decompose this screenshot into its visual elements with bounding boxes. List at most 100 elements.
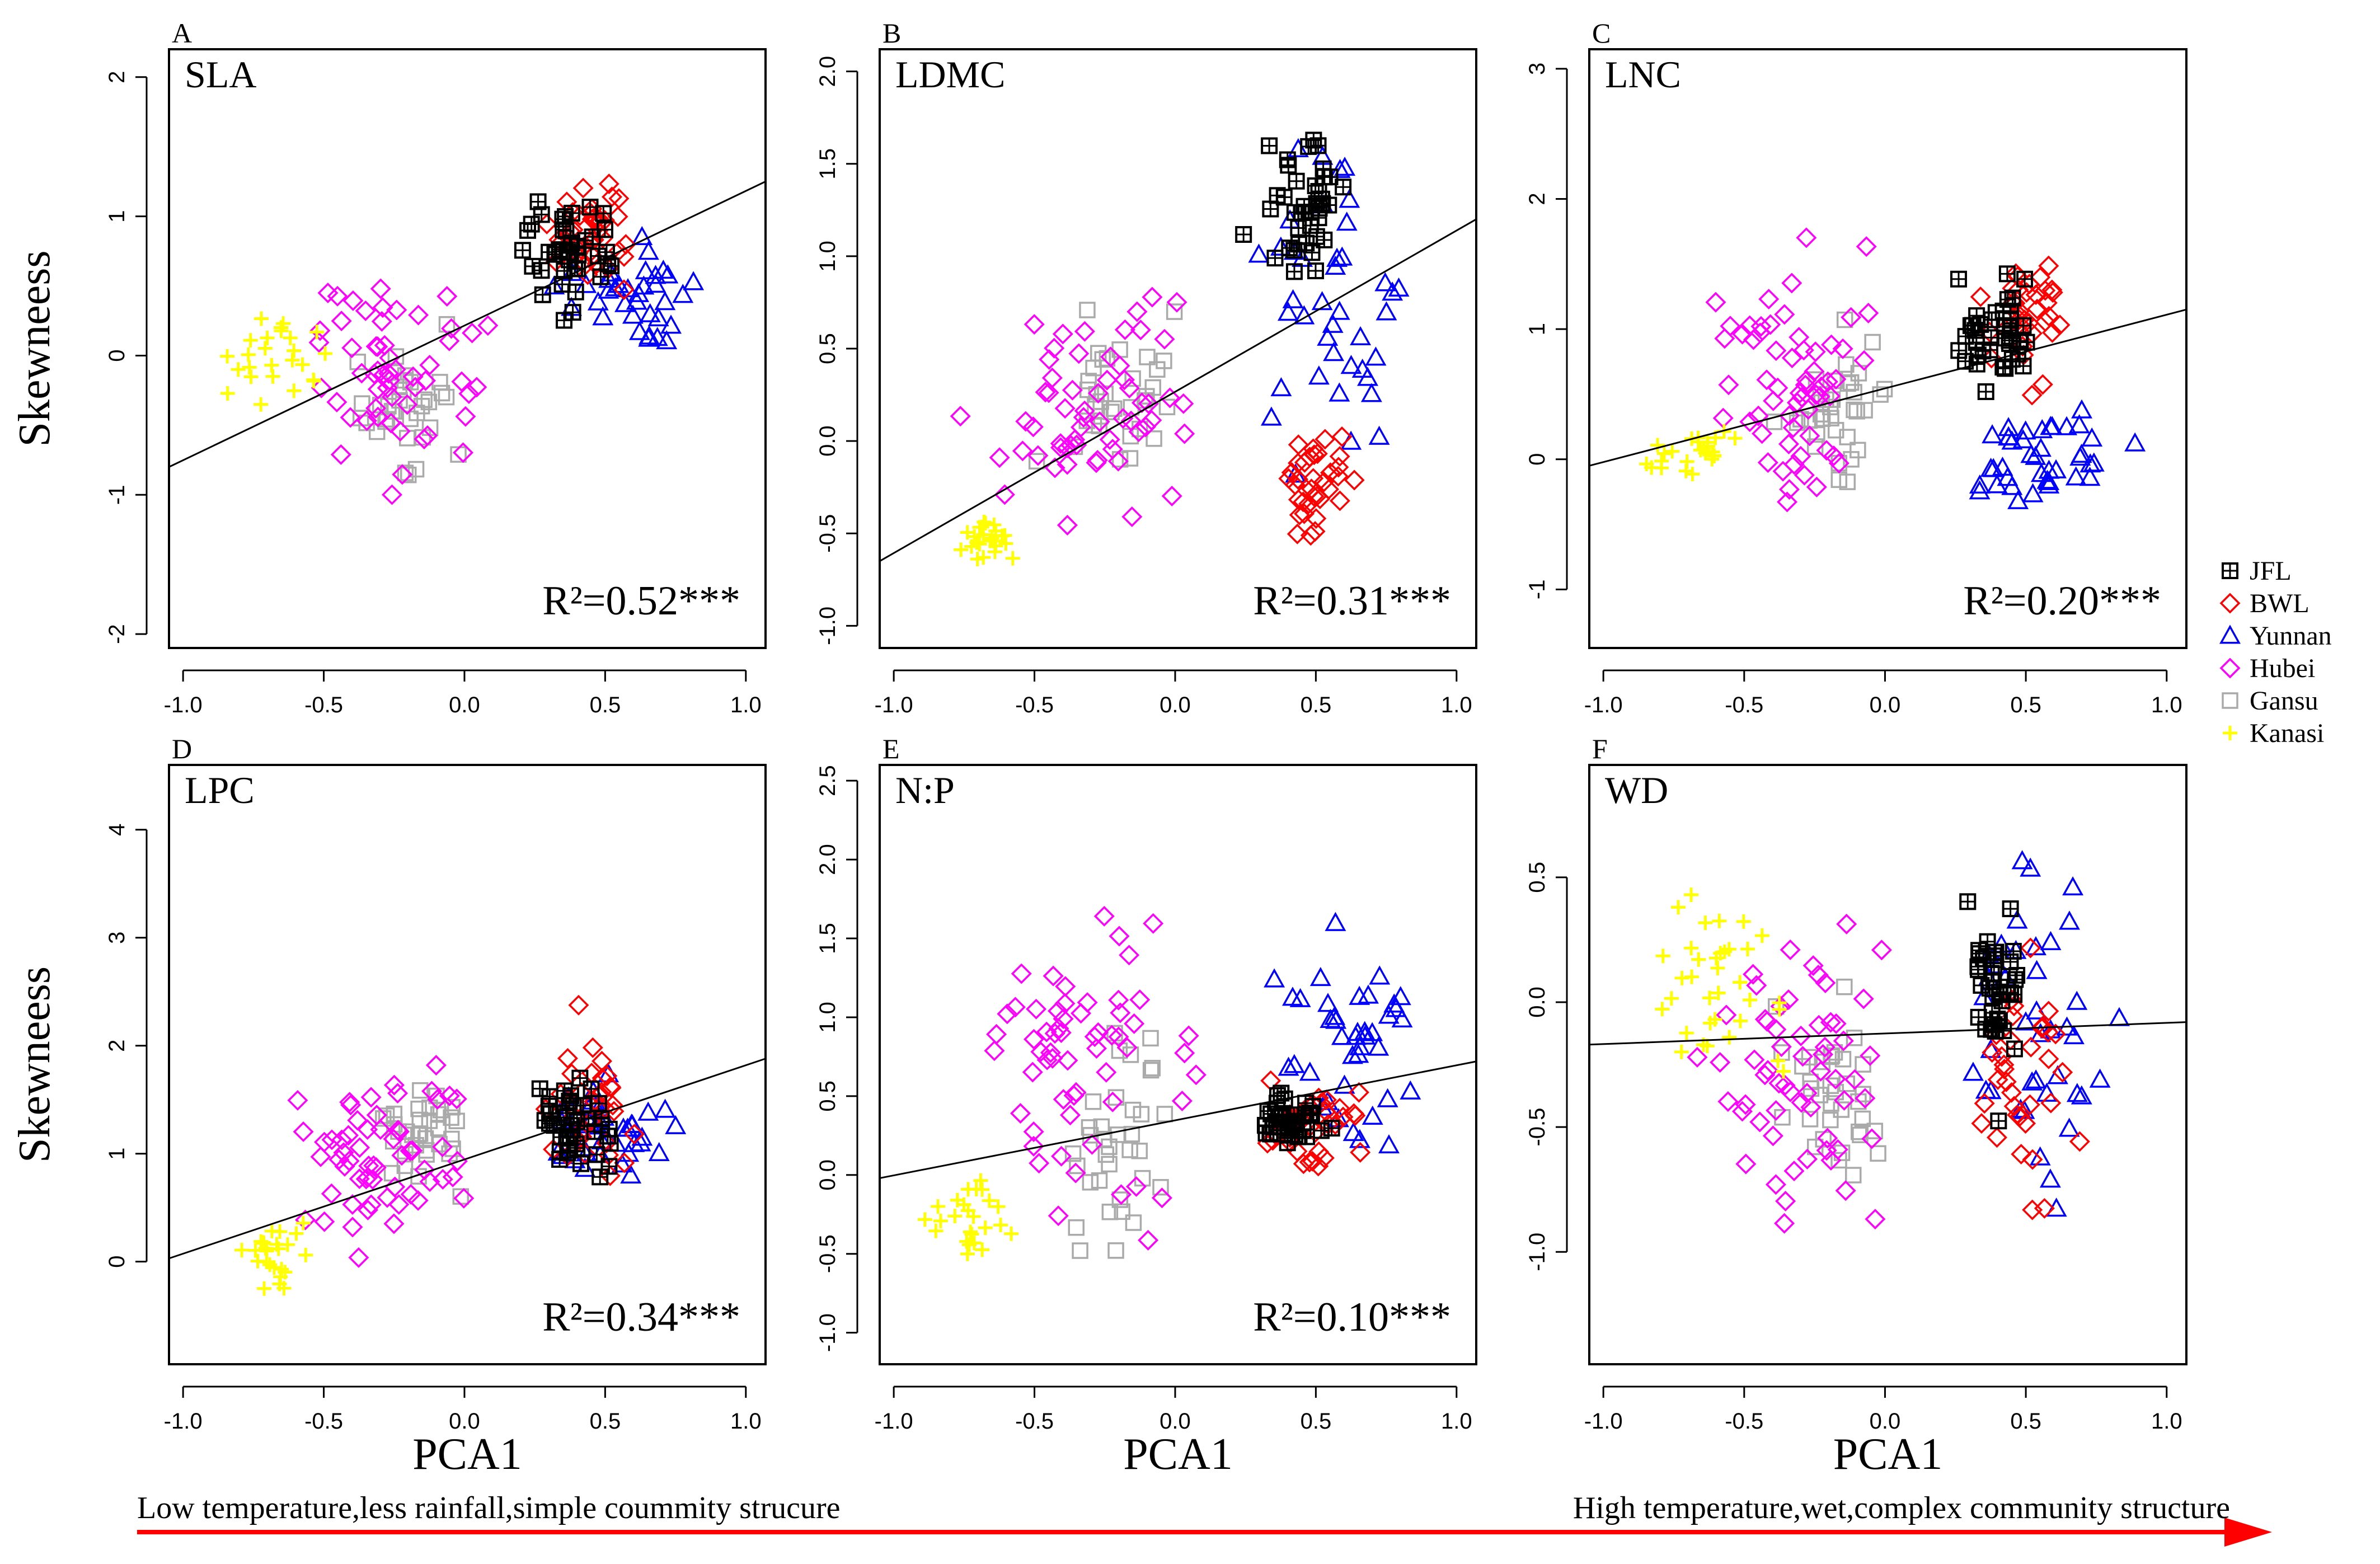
point-hubei	[1763, 390, 1784, 411]
y-tick-label: 0.5	[815, 1081, 840, 1112]
point-hubei	[341, 337, 363, 359]
point-hubei	[1130, 320, 1151, 341]
point-hubei	[357, 1199, 378, 1220]
legend-label: Kanasi	[2250, 718, 2324, 748]
point-jfl	[1288, 172, 1305, 190]
point-hubei	[1174, 423, 1195, 444]
point-hubei	[1119, 945, 1140, 966]
y-tick-label: 1.0	[815, 1002, 840, 1033]
point-hubei	[950, 406, 971, 427]
point-hubei	[1749, 1111, 1771, 1133]
points-C	[1639, 227, 2146, 513]
point-hubei	[331, 1129, 353, 1150]
point-hubei	[439, 330, 460, 351]
point-gansu	[1101, 1204, 1119, 1220]
point-hubei	[1714, 328, 1735, 349]
point-hubei	[419, 354, 440, 375]
point-hubei	[381, 386, 402, 407]
point-kanasi	[1740, 941, 1755, 956]
point-hubei	[453, 1187, 475, 1209]
point-gansu	[375, 1110, 392, 1127]
point-bwl	[2022, 1149, 2043, 1170]
legend-label: Hubei	[2250, 654, 2315, 683]
point-hubei	[1771, 1036, 1792, 1058]
point-jfl	[1262, 200, 1279, 218]
point-yunnan	[1311, 291, 1333, 311]
point-hubei	[1805, 341, 1826, 363]
legend-marker	[2223, 726, 2237, 740]
point-hubei	[1768, 1073, 1790, 1094]
point-yunnan	[1975, 1079, 1997, 1099]
point-kanasi	[1722, 1030, 1737, 1045]
point-kanasi	[280, 1237, 295, 1252]
point-jfl	[1335, 179, 1352, 196]
point-bwl	[1287, 1141, 1308, 1162]
point-yunnan	[1365, 346, 1387, 366]
point-hubei	[1779, 479, 1800, 500]
point-gansu	[1121, 1142, 1138, 1158]
point-kanasi	[274, 323, 289, 339]
point-yunnan	[1309, 967, 1331, 987]
point-hubei	[311, 377, 332, 398]
point-yunnan	[2062, 876, 2084, 896]
point-hubei	[1687, 1046, 1708, 1068]
point-hubei	[407, 1190, 429, 1211]
point-hubei	[342, 1217, 363, 1238]
point-yunnan	[665, 1115, 687, 1134]
point-gansu	[1139, 349, 1156, 365]
point-hubei	[1082, 1134, 1102, 1155]
panel-letter: C	[1592, 17, 1611, 49]
y-tick-label: 2.5	[815, 765, 840, 796]
point-jfl	[1983, 311, 2001, 328]
point-yunnan	[1329, 300, 1350, 320]
point-kanasi	[1713, 946, 1728, 961]
point-hubei	[360, 1194, 382, 1215]
point-yunnan	[2071, 399, 2092, 419]
point-hubei	[338, 1125, 359, 1146]
point-yunnan	[1382, 281, 1403, 301]
point-kanasi	[984, 530, 999, 546]
point-hubei	[1023, 1135, 1044, 1157]
point-bwl	[613, 279, 635, 300]
point-jfl	[1287, 1126, 1304, 1143]
point-jfl	[1235, 226, 1252, 243]
point-hubei	[1805, 384, 1827, 405]
point-hubei	[356, 410, 377, 431]
x-axis-title: PCA1	[412, 1430, 522, 1479]
point-hubei	[293, 1121, 314, 1142]
point-yunnan	[2020, 444, 2042, 463]
point-hubei	[357, 1119, 378, 1140]
point-hubei	[1065, 1082, 1087, 1103]
point-hubei	[1756, 369, 1777, 391]
point-gansu	[1870, 1145, 1886, 1162]
point-yunnan	[587, 291, 609, 311]
point-bwl	[1278, 468, 1299, 489]
panel-letter: D	[172, 733, 192, 764]
point-jfl	[557, 222, 575, 239]
point-jfl	[1321, 168, 1339, 186]
point-kanasi	[1710, 961, 1725, 976]
point-hubei	[1068, 343, 1090, 364]
y-axis-title: Skewneess	[10, 250, 59, 447]
x-tick-label: -0.5	[1015, 693, 1054, 717]
point-hubei	[1077, 992, 1098, 1013]
regression-line	[879, 218, 1477, 562]
regression-line	[168, 181, 766, 468]
point-hubei	[363, 1155, 384, 1176]
point-kanasi	[1721, 942, 1736, 957]
point-gansu	[1846, 1030, 1863, 1046]
point-yunnan	[1374, 272, 1396, 292]
point-bwl	[1970, 286, 1991, 307]
point-yunnan	[618, 1143, 640, 1162]
environmental-gradient: Low temperature,less rainfall,simple cou…	[137, 1491, 2272, 1547]
point-jfl	[524, 257, 541, 275]
point-kanasi	[959, 1234, 974, 1249]
point-hubei	[1057, 454, 1078, 475]
point-bwl	[2069, 1131, 2090, 1152]
point-kanasi	[283, 330, 298, 345]
point-kanasi	[254, 397, 269, 412]
y-tick-label: -2	[105, 624, 129, 644]
point-yunnan	[1260, 406, 1282, 426]
point-hubei	[349, 1137, 370, 1158]
gradient-arrowhead	[2224, 1518, 2272, 1547]
